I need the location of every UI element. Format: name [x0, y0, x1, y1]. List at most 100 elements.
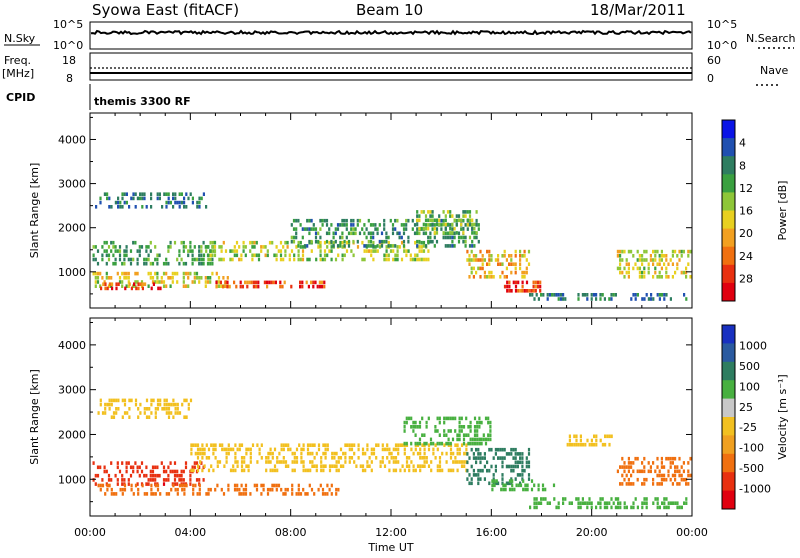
- power-data-cell: [125, 249, 128, 253]
- velocity-data-cell: [579, 505, 582, 510]
- velocity-data-cell: [630, 473, 633, 478]
- nsearch-tick-top: 10^5: [707, 18, 737, 31]
- power-data-cell: [92, 257, 95, 262]
- power-data-cell: [193, 257, 196, 262]
- velocity-data-cell: [381, 460, 384, 464]
- velocity-data-cell: [344, 456, 347, 460]
- power-data-cell: [400, 223, 403, 227]
- power-data-cell: [96, 276, 100, 280]
- velocity-data-cell: [218, 460, 222, 464]
- power-colorbar-label: Power [dB]: [776, 181, 789, 241]
- power-data-cell: [472, 275, 475, 279]
- velocity-data-cell: [150, 398, 153, 403]
- velocity-data-cell: [183, 415, 186, 419]
- power-data-cell: [345, 249, 349, 253]
- velocity-data-cell: [366, 447, 369, 452]
- power-data-cell: [519, 289, 522, 293]
- power-data-cell: [328, 249, 331, 253]
- power-data-cell: [468, 262, 471, 266]
- velocity-data-cell: [535, 497, 538, 501]
- velocity-data-cell: [408, 468, 411, 473]
- power-data-cell: [422, 231, 425, 236]
- velocity-data-cell: [194, 451, 197, 456]
- power-data-cell: [130, 286, 133, 291]
- power-data-cell: [616, 249, 619, 254]
- power-data-cell: [378, 223, 381, 227]
- power-data-cell: [534, 280, 537, 285]
- power-data-cell: [387, 235, 390, 240]
- velocity-data-cell: [121, 415, 124, 419]
- velocity-data-cell: [110, 398, 113, 403]
- velocity-data-cell: [481, 456, 484, 460]
- power-data-cell: [154, 271, 157, 276]
- power-data-cell: [178, 249, 181, 253]
- velocity-data-cell: [154, 415, 157, 419]
- velocity-data-cell: [636, 477, 639, 482]
- power-data-cell: [451, 239, 454, 244]
- velocity-data-cell: [143, 411, 146, 415]
- velocity-data-cell: [227, 451, 230, 456]
- velocity-data-cell: [512, 468, 515, 473]
- power-data-cell: [486, 275, 489, 279]
- power-data-cell: [310, 227, 313, 231]
- velocity-data-cell: [136, 465, 139, 470]
- power-data-cell: [347, 231, 351, 236]
- velocity-colorbar-segment: [722, 490, 735, 510]
- velocity-data-cell: [190, 443, 193, 447]
- power-data-cell: [200, 257, 203, 262]
- velocity-data-cell: [462, 437, 466, 442]
- velocity-data-cell: [557, 501, 560, 505]
- velocity-data-cell: [480, 437, 483, 442]
- power-y-tick-label: 2000: [58, 222, 86, 235]
- velocity-data-cell: [243, 456, 246, 460]
- power-data-cell: [211, 249, 214, 253]
- velocity-data-cell: [512, 447, 515, 452]
- velocity-data-cell: [674, 501, 677, 505]
- power-data-cell: [407, 235, 410, 240]
- power-data-cell: [363, 249, 366, 253]
- velocity-data-cell: [407, 416, 411, 421]
- velocity-data-cell: [158, 473, 161, 478]
- velocity-data-cell: [480, 420, 483, 425]
- velocity-data-cell: [486, 460, 489, 465]
- velocity-data-cell: [514, 447, 517, 452]
- velocity-data-cell: [269, 447, 272, 452]
- velocity-colorbar-segment: [722, 398, 735, 418]
- power-data-cell: [619, 254, 622, 258]
- power-data-cell: [107, 245, 111, 249]
- power-data-cell: [215, 280, 218, 285]
- velocity-data-cell: [185, 415, 188, 419]
- power-colorbar-tick-label: 8: [739, 159, 746, 172]
- power-data-cell: [165, 271, 168, 276]
- power-data-cell: [301, 227, 304, 231]
- power-data-cell: [107, 253, 111, 258]
- power-data-cell: [363, 223, 366, 227]
- power-data-cell: [641, 297, 644, 301]
- velocity-data-cell: [429, 441, 433, 446]
- velocity-data-cell: [192, 468, 195, 473]
- velocity-data-cell: [357, 456, 360, 460]
- power-data-cell: [464, 210, 467, 214]
- power-data-cell: [521, 254, 524, 258]
- power-data-cell: [460, 218, 463, 223]
- power-data-cell: [405, 227, 408, 231]
- power-data-cell: [586, 297, 589, 301]
- velocity-data-cell: [412, 451, 415, 456]
- velocity-data-cell: [601, 442, 604, 447]
- power-data-cell: [169, 240, 172, 245]
- power-data-cell: [290, 235, 293, 240]
- velocity-data-cell: [465, 433, 468, 437]
- power-data-cell: [213, 245, 217, 249]
- nsky-trace: [90, 29, 692, 36]
- power-data-cell: [193, 271, 196, 276]
- velocity-data-cell: [128, 415, 131, 419]
- power-data-cell: [116, 271, 119, 276]
- velocity-data-cell: [366, 464, 369, 468]
- velocity-data-cell: [172, 483, 175, 488]
- velocity-colorbar-segment: [722, 325, 735, 344]
- power-data-cell: [352, 253, 355, 258]
- power-data-cell: [270, 280, 273, 285]
- velocity-data-region: [529, 497, 688, 510]
- velocity-data-cell: [309, 460, 312, 464]
- velocity-data-cell: [99, 483, 102, 488]
